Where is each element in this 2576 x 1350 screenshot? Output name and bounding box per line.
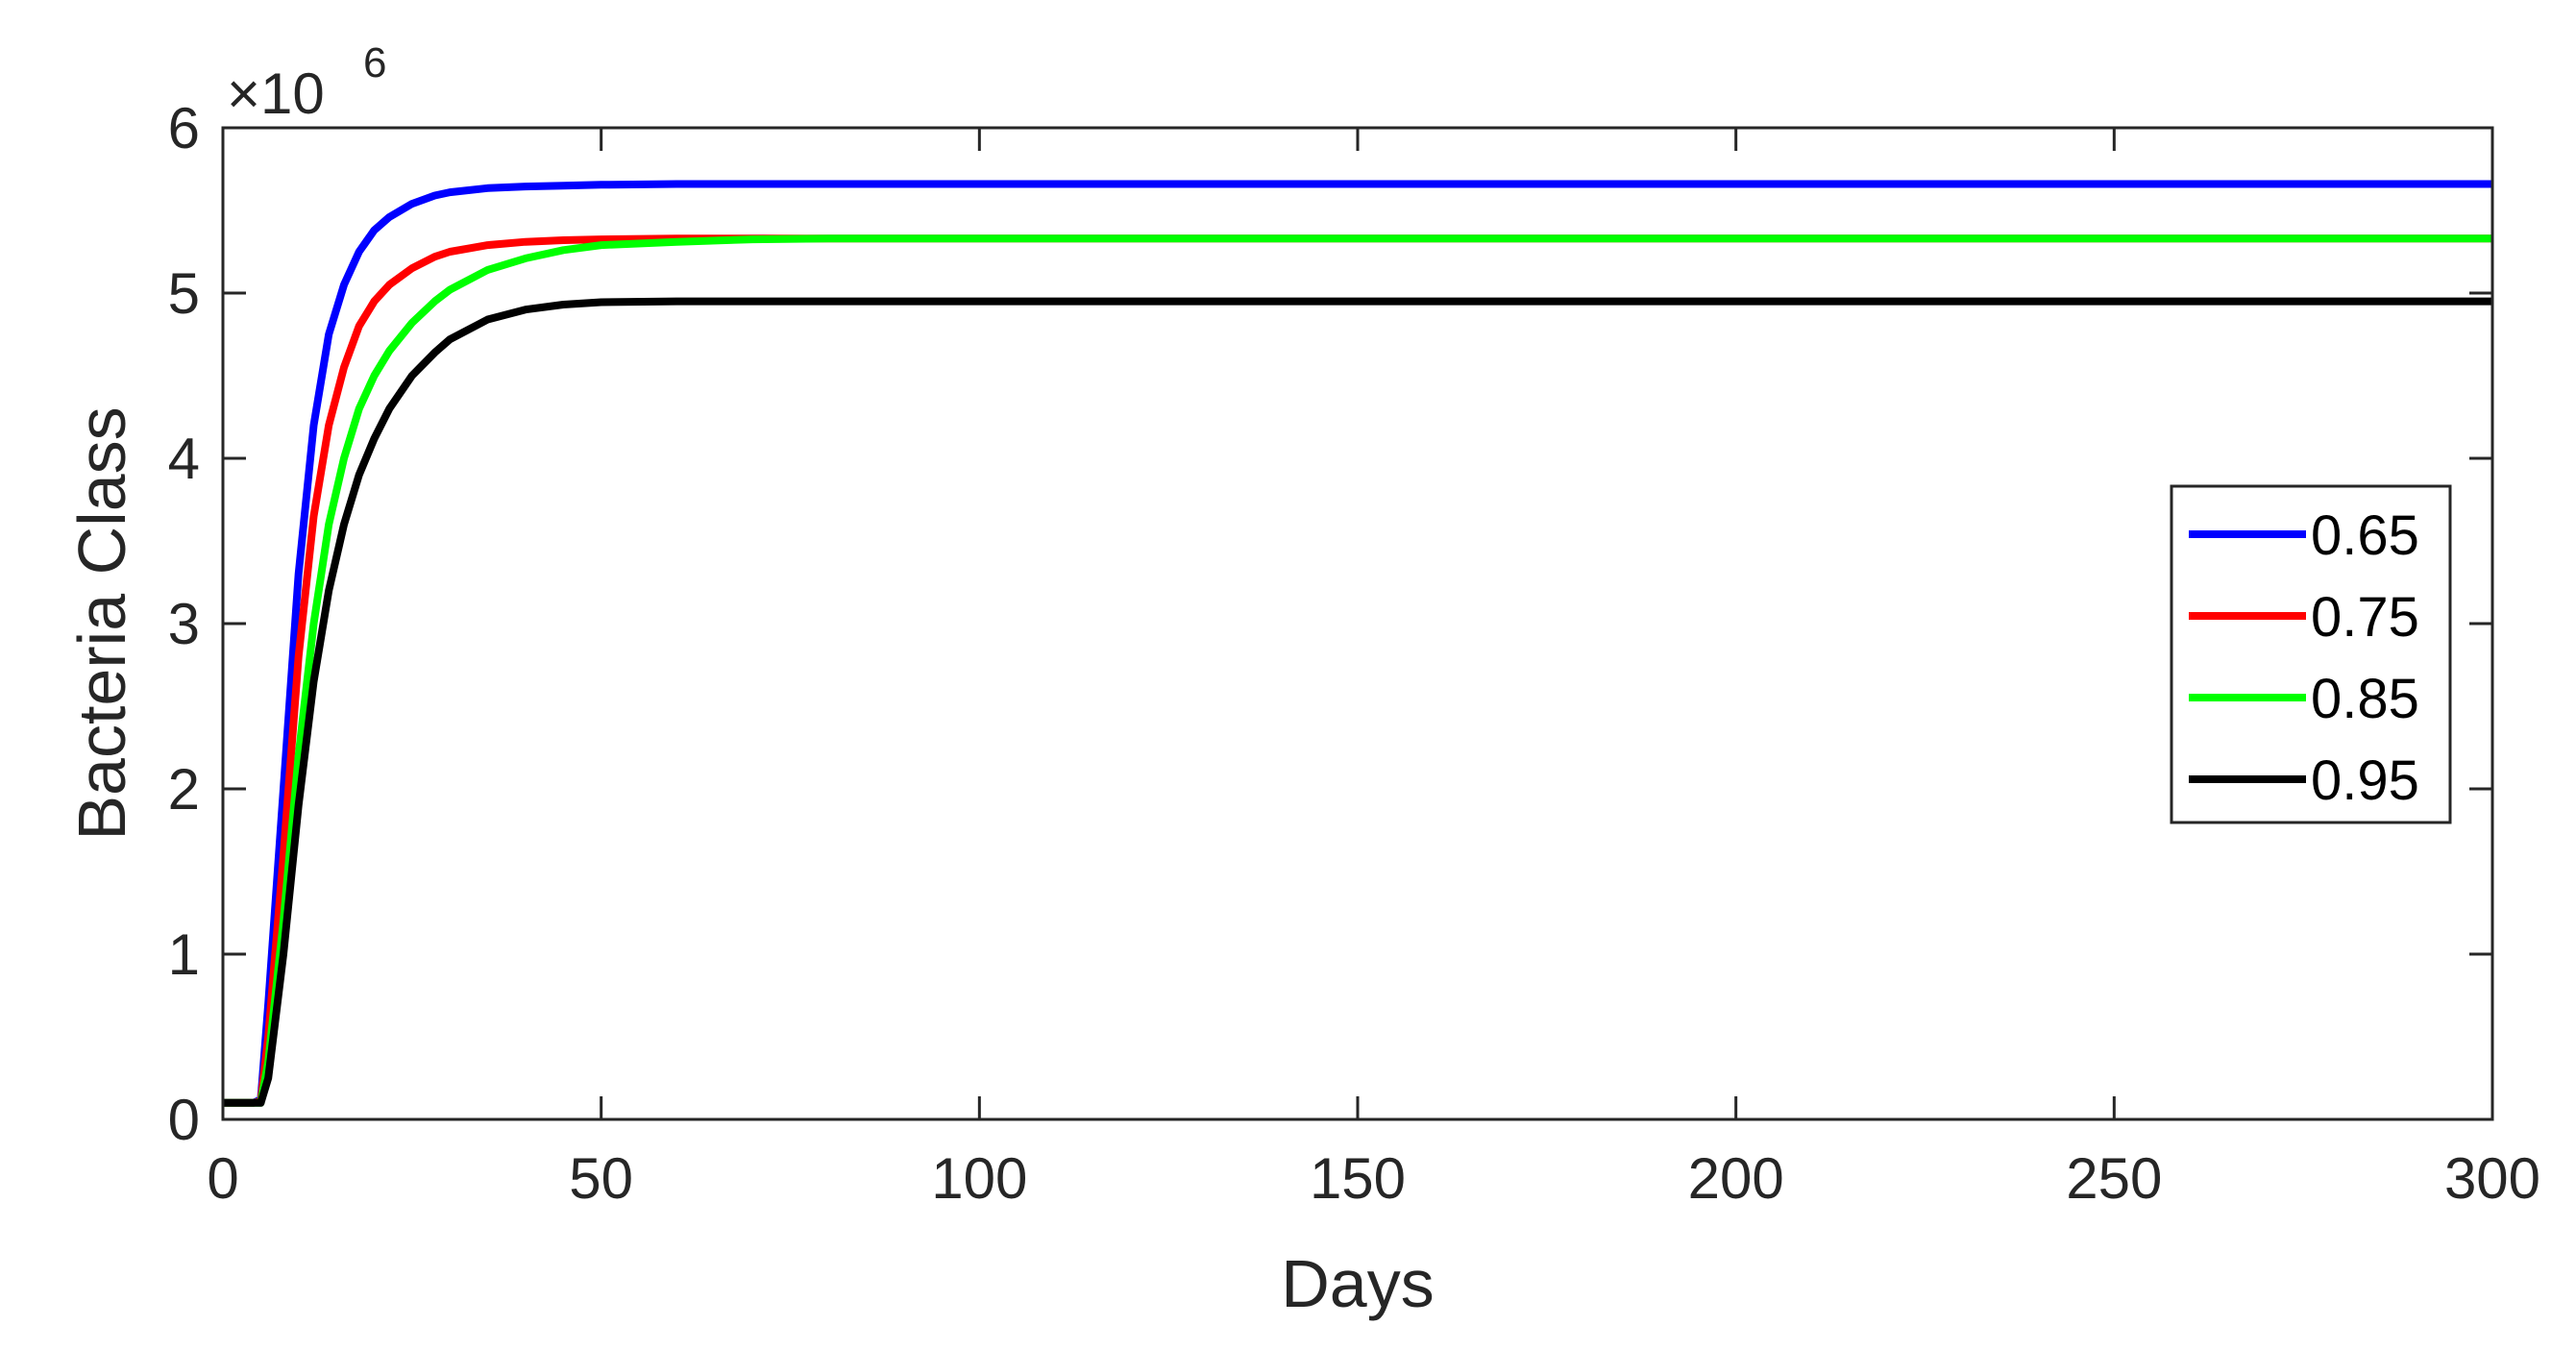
legend-label: 0.85 xyxy=(2311,668,2419,730)
x-axis-ticks: 0 50 100 150 200 250 300 xyxy=(207,128,2540,1211)
y-tick-label: 0 xyxy=(168,1088,200,1152)
y-tick-label: 6 xyxy=(168,96,200,160)
series-lines xyxy=(223,180,2492,1107)
y-axis-ticks: 0 1 2 3 4 5 6 xyxy=(168,96,2492,1152)
y-multiplier-exponent: 6 xyxy=(363,39,386,86)
y-tick-label: 2 xyxy=(168,757,200,822)
x-tick-label: 250 xyxy=(2066,1146,2162,1211)
legend-label: 0.95 xyxy=(2311,749,2419,812)
plot-area-background xyxy=(223,128,2492,1119)
x-axis-label: Days xyxy=(1281,1246,1434,1321)
series-line-0.95 xyxy=(223,297,2492,1107)
legend-label: 0.65 xyxy=(2311,504,2419,567)
x-tick-label: 300 xyxy=(2444,1146,2540,1211)
y-tick-label: 1 xyxy=(168,922,200,987)
y-axis-label: Bacteria Class xyxy=(64,406,139,840)
y-axis-multiplier: ×10 6 xyxy=(227,39,386,126)
legend-box xyxy=(2170,484,2452,824)
y-tick-label: 5 xyxy=(168,261,200,326)
x-tick-label: 100 xyxy=(931,1146,1027,1211)
x-tick-label: 200 xyxy=(1688,1146,1784,1211)
x-tick-label: 50 xyxy=(569,1146,633,1211)
y-tick-label: 4 xyxy=(168,427,200,491)
legend-label: 0.75 xyxy=(2311,586,2419,649)
series-line-0.85 xyxy=(223,234,2492,1107)
x-tick-label: 150 xyxy=(1310,1146,1406,1211)
x-tick-label: 0 xyxy=(207,1146,238,1211)
plot-frame xyxy=(221,126,2494,1121)
y-multiplier-base: ×10 xyxy=(227,61,325,126)
y-tick-label: 3 xyxy=(168,592,200,656)
series-line-0.65 xyxy=(223,180,2492,1107)
legend: 0.65 0.75 0.85 0.95 xyxy=(2170,484,2452,824)
